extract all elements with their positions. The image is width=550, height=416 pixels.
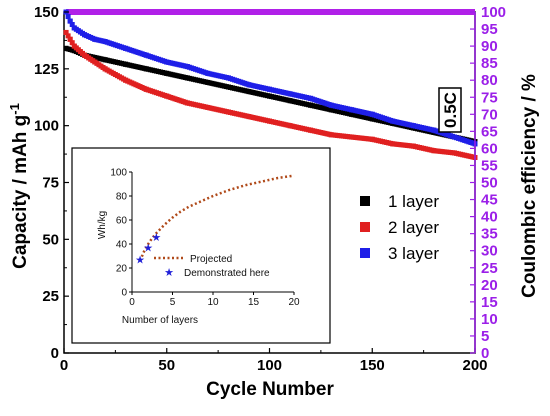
inset-legend-marker-demonstrated: ★ (164, 267, 174, 279)
right-tick-label: 65 (481, 123, 498, 140)
y-axis-title-superscript: -1 (7, 103, 22, 115)
x-tick-label: 100 (257, 357, 282, 374)
inset-x-tick-label: 0 (129, 297, 135, 308)
right-tick-label: 20 (481, 277, 498, 294)
legend-marker-3-layer (360, 248, 370, 258)
inset-demonstrated-point: ★ (135, 255, 145, 267)
inset-x-tick-label: 5 (170, 297, 176, 308)
inset-series: ★★★ (135, 174, 295, 267)
series-2-layer (63, 29, 478, 160)
right-axis-title: Coulombic efficiency / % (519, 74, 540, 298)
inset-y-tick-label: 60 (116, 216, 128, 227)
y-tick-label: 75 (42, 175, 59, 192)
y-tick-label: 50 (42, 231, 59, 248)
inset-demonstrated-point: ★ (151, 232, 161, 244)
x-tick-label: 0 (60, 357, 68, 374)
inset-y-tick-label: 0 (121, 288, 127, 299)
inset-y-tick-label: 80 (116, 192, 128, 203)
right-tick-label: 45 (481, 192, 498, 209)
y-axis-title-main: Capacity / mAh g (10, 115, 31, 269)
right-tick-label: 15 (481, 294, 498, 311)
inset-projected-line (138, 174, 295, 262)
right-tick-label: 80 (481, 72, 498, 89)
right-tick-label: 25 (481, 260, 498, 277)
right-tick-label: 10 (481, 311, 498, 328)
legend-marker-1-layer (360, 196, 370, 206)
inset-x-tick-label: 20 (288, 297, 300, 308)
right-tick-label: 55 (481, 157, 498, 174)
legend-marker-2-layer (360, 222, 370, 232)
right-tick-label: 75 (481, 89, 498, 106)
inset-axes: 0 5 10 15 20 0 20 40 60 80 100 (110, 168, 300, 309)
y-tick-label: 125 (34, 61, 59, 78)
legend-label-2-layer: 2 layer (388, 218, 439, 237)
right-tick-label: 70 (481, 106, 498, 123)
inset-y-tick-label: 100 (110, 168, 127, 179)
x-axis-title: Cycle Number (206, 379, 334, 400)
inset-y-tick-label: 20 (116, 264, 128, 275)
legend-label-1-layer: 1 layer (388, 192, 439, 211)
data-point-fill (69, 40, 75, 46)
x-tick-label: 150 (360, 357, 385, 374)
right-tick-label: 5 (481, 328, 489, 345)
x-tick-label: 200 (462, 357, 487, 374)
right-tick-label: 60 (481, 140, 498, 157)
x-tick-label: 50 (158, 357, 175, 374)
data-point-fill (67, 18, 73, 24)
inset-legend-label-demonstrated: Demonstrated here (184, 268, 270, 279)
right-tick-label: 85 (481, 55, 498, 72)
legend: 1 layer 2 layer 3 layer (360, 192, 439, 263)
data-point-fill (67, 36, 73, 42)
y-tick-label: 100 (34, 118, 59, 135)
y-axis-title: Capacity / mAh g-1 (7, 103, 31, 269)
inset-demonstrated-point: ★ (143, 243, 153, 255)
inset-y-tick-label: 40 (116, 240, 128, 251)
right-tick-label: 100 (481, 4, 506, 21)
inset-legend-label-projected: Projected (190, 254, 232, 265)
inset-x-tick-label: 10 (207, 297, 219, 308)
series-3-layer (63, 9, 478, 147)
rate-label: 0.5C (441, 92, 460, 128)
right-tick-label: 0 (481, 345, 489, 362)
data-point-fill (69, 22, 75, 28)
right-tick-label: 30 (481, 243, 498, 260)
data-point-fill (65, 14, 71, 20)
right-tick-label: 35 (481, 226, 498, 243)
y-tick-label: 150 (34, 4, 59, 21)
right-tick-label: 95 (481, 21, 498, 38)
inset-frame (71, 147, 331, 344)
inset-x-axis-title: Number of layers (122, 315, 198, 326)
legend-label-3-layer: 3 layer (388, 244, 439, 263)
data-point-fill (63, 29, 69, 35)
inset-y-axis-title: Wh/kg (97, 211, 108, 239)
right-tick-label: 50 (481, 175, 498, 192)
right-tick-label: 40 (481, 209, 498, 226)
data-point-fill (65, 33, 71, 39)
y-tick-label: 25 (42, 288, 59, 305)
inset-x-tick-label: 15 (248, 297, 260, 308)
axes: 0 50 100 150 2000255075100125150051015202530… (34, 4, 506, 374)
right-tick-label: 90 (481, 38, 498, 55)
y-tick-label: 0 (51, 345, 59, 362)
rate-label-box (438, 87, 462, 133)
